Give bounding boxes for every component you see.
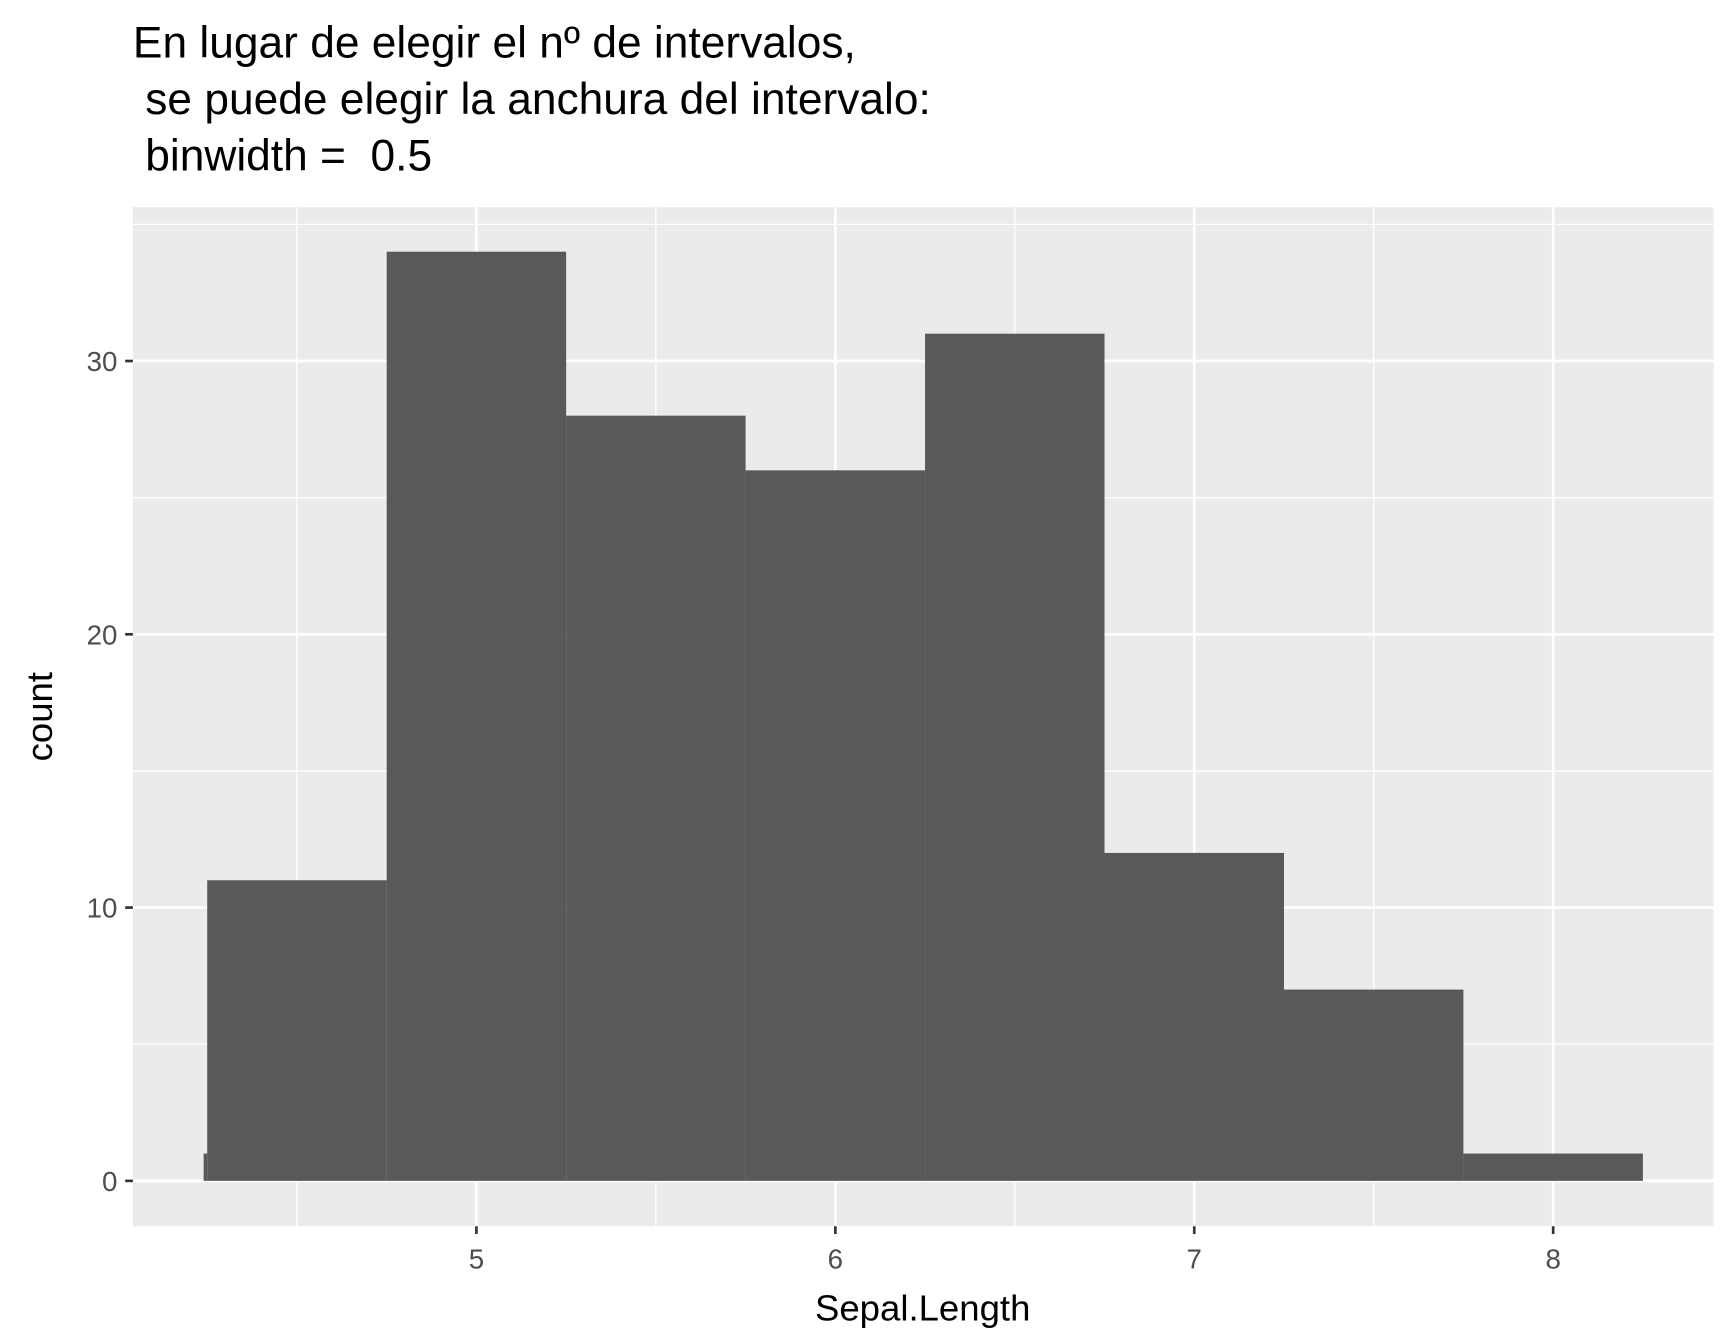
x-tick-label: 7 bbox=[1187, 1243, 1202, 1274]
y-tick-label: 20 bbox=[87, 619, 118, 650]
y-tick-label: 0 bbox=[102, 1166, 117, 1197]
y-tick-label: 10 bbox=[87, 893, 118, 924]
bar bbox=[925, 333, 1105, 1181]
bar bbox=[1104, 852, 1284, 1181]
x-tick-label: 5 bbox=[469, 1243, 484, 1274]
bars bbox=[203, 251, 1643, 1181]
bar bbox=[1283, 989, 1464, 1181]
bar bbox=[386, 251, 567, 1181]
bar bbox=[207, 880, 387, 1181]
x-tick-label: 8 bbox=[1545, 1243, 1560, 1274]
bar bbox=[1463, 1153, 1643, 1181]
axes: 5 6 7 8 0 10 20 30 bbox=[87, 346, 1561, 1274]
bar bbox=[745, 470, 926, 1181]
bar bbox=[566, 415, 746, 1181]
x-tick-label: 6 bbox=[828, 1243, 843, 1274]
y-tick-label: 30 bbox=[87, 346, 118, 377]
x-axis-title: Sepal.Length bbox=[815, 1287, 1030, 1328]
bar bbox=[203, 1153, 208, 1181]
y-axis-title: count bbox=[19, 672, 60, 761]
chart-title: En lugar de elegir el nº de intervalos, … bbox=[133, 19, 931, 181]
